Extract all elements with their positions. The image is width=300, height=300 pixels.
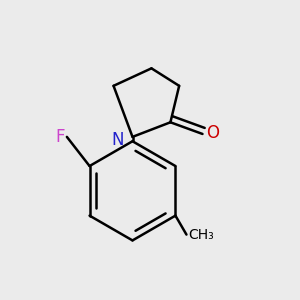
Text: N: N [111,131,124,149]
Text: CH₃: CH₃ [188,228,214,242]
Text: F: F [55,128,64,146]
Text: O: O [206,124,219,142]
